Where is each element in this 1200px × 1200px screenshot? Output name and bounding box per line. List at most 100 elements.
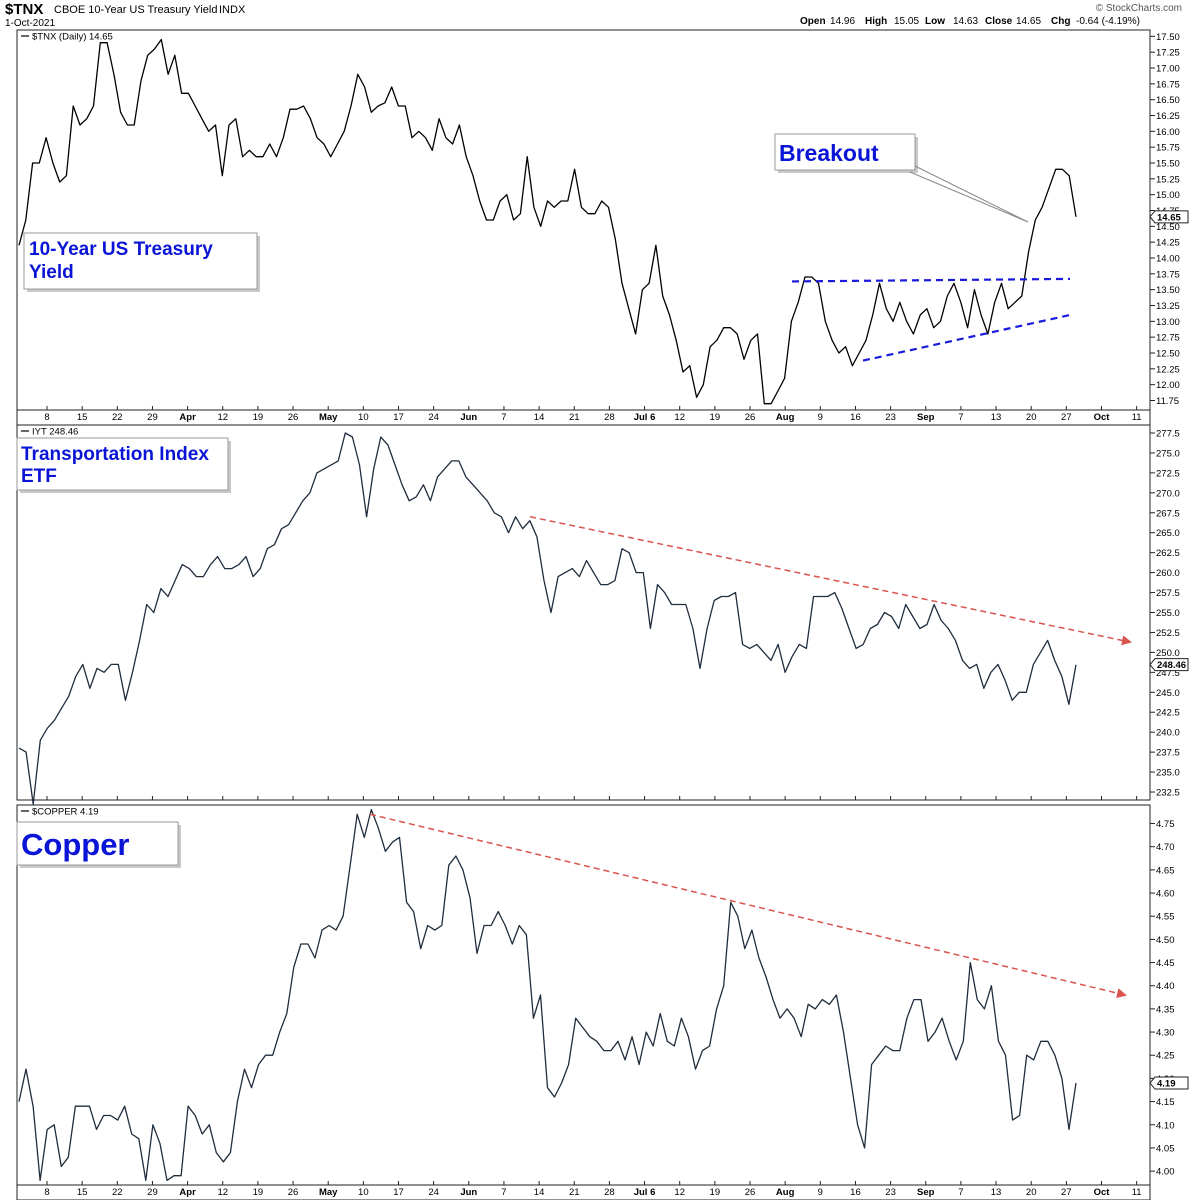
x-tick-label: 13 xyxy=(991,412,1002,423)
y-tick-label: 242.5 xyxy=(1156,708,1180,719)
chart-date: 1-Oct-2021 xyxy=(5,18,55,29)
y-tick-label: 4.65 xyxy=(1156,865,1175,876)
ohlc-row: Open 14.96 High 15.05 Low 14.63 Close 14.65 Chg -… xyxy=(800,16,1140,27)
y-tick-label: 4.35 xyxy=(1156,1004,1175,1015)
y-tick-label: 12.25 xyxy=(1156,364,1180,375)
x-tick-label: 12 xyxy=(674,1187,685,1198)
x-tick-label: 23 xyxy=(885,1187,896,1198)
last-value-box xyxy=(1149,210,1189,224)
last-value-label: 14.65 xyxy=(1157,212,1181,223)
x-tick-label: Jun xyxy=(460,1187,477,1198)
x-tick-label: 26 xyxy=(288,1187,299,1198)
y-tick-label: 17.25 xyxy=(1156,48,1180,59)
x-tick-label: 21 xyxy=(569,412,580,423)
ohlc-value: 14.65 xyxy=(1016,16,1041,27)
x-tick-label: Apr xyxy=(179,412,196,423)
y-tick-label: 277.5 xyxy=(1156,428,1180,439)
x-tick-label: 24 xyxy=(428,412,439,423)
annotation-title-line: Yield xyxy=(29,262,74,283)
y-tick-label: 4.40 xyxy=(1156,981,1175,992)
y-tick-label: 13.00 xyxy=(1156,317,1180,328)
y-tick-label: 267.5 xyxy=(1156,508,1180,519)
y-tick-label: 255.0 xyxy=(1156,608,1180,619)
annotation-title-line: Copper xyxy=(21,827,130,862)
y-tick-label: 12.50 xyxy=(1156,349,1180,360)
x-tick-label: 7 xyxy=(501,1187,506,1198)
y-tick-label: 265.0 xyxy=(1156,528,1180,539)
y-tick-label: 15.00 xyxy=(1156,190,1180,201)
callout-box xyxy=(774,133,916,171)
description: CBOE 10-Year US Treasury Yield xyxy=(54,4,217,16)
last-value-label: 4.19 xyxy=(1157,1079,1176,1090)
y-tick-label: 275.0 xyxy=(1156,448,1180,459)
x-tick-label: Sep xyxy=(917,1187,935,1198)
x-tick-label: 28 xyxy=(604,412,615,423)
x-tick-label: 19 xyxy=(710,1187,721,1198)
y-tick-label: 4.70 xyxy=(1156,842,1175,853)
x-tick-label: 22 xyxy=(112,1187,123,1198)
x-tick-label: Oct xyxy=(1094,1187,1111,1198)
y-tick-label: 250.0 xyxy=(1156,648,1180,659)
x-tick-label: 12 xyxy=(217,1187,228,1198)
ohlc-label: Chg xyxy=(1051,16,1070,27)
x-tick-label: 12 xyxy=(217,412,228,423)
x-tick-label: 14 xyxy=(534,412,545,423)
x-axis-strip xyxy=(16,1184,1151,1200)
y-tick-label: 14.50 xyxy=(1156,222,1180,233)
callout-pointer xyxy=(909,165,1029,223)
y-tick-label: 15.25 xyxy=(1156,174,1180,185)
last-value-label: 248.46 xyxy=(1157,660,1186,671)
x-tick-label: 29 xyxy=(147,412,158,423)
last-value-box xyxy=(1149,1076,1189,1090)
y-tick-label: 4.05 xyxy=(1156,1143,1175,1154)
chart-panel-1: 11.75 12.00 12.25 12.50 12.75 13.00 13.25 13.50… xyxy=(16,29,1189,426)
x-tick-label: 17 xyxy=(393,412,404,423)
x-tick-label: Jul 6 xyxy=(634,1187,656,1198)
x-tick-label: Aug xyxy=(776,1187,795,1198)
series-line xyxy=(18,808,1077,1182)
x-tick-label: 19 xyxy=(253,1187,264,1198)
y-tick-label: 4.15 xyxy=(1156,1097,1175,1108)
x-tick-label: 15 xyxy=(77,1187,88,1198)
callout-text: Breakout xyxy=(779,140,879,166)
x-tick-label: Aug xyxy=(776,412,795,423)
y-tick-label: 232.5 xyxy=(1156,788,1180,799)
y-tick-label: 12.00 xyxy=(1156,380,1180,391)
x-tick-label: 26 xyxy=(745,1187,756,1198)
legend-label: $TNX (Daily) 14.65 xyxy=(32,32,113,43)
y-tick-label: 240.0 xyxy=(1156,728,1180,739)
x-tick-label: 17 xyxy=(393,1187,404,1198)
trendline xyxy=(791,277,1071,283)
chart-header: $TNX CBOE 10-Year US Treasury Yield INDX… xyxy=(0,0,1200,30)
x-tick-label: 7 xyxy=(501,412,506,423)
chart-panel-2: 232.5 235.0 237.5 240.0 242.5 245.0 247.5 250.0… xyxy=(16,424,1189,805)
watermark: © StockCharts.com xyxy=(1096,3,1182,14)
x-tick-label: 19 xyxy=(253,412,264,423)
x-tick-label: 9 xyxy=(818,412,823,423)
symbol: $TNX xyxy=(5,1,43,18)
y-tick-label: 260.0 xyxy=(1156,568,1180,579)
x-tick-label: 7 xyxy=(958,412,963,423)
x-tick-label: 20 xyxy=(1026,1187,1037,1198)
x-tick-label: 14 xyxy=(534,1187,545,1198)
y-tick-label: 257.5 xyxy=(1156,588,1180,599)
annotation-title-line: 10-Year US Treasury xyxy=(29,239,213,260)
ohlc-value: 15.05 xyxy=(894,16,919,27)
legend-label: IYT 248.46 xyxy=(32,427,78,438)
x-tick-label: 20 xyxy=(1026,412,1037,423)
y-tick-label: 17.50 xyxy=(1156,32,1180,43)
annotation-title-line: Transportation Index xyxy=(21,444,209,465)
y-tick-label: 15.75 xyxy=(1156,143,1180,154)
legend-label: $COPPER 4.19 xyxy=(32,807,99,818)
y-tick-label: 272.5 xyxy=(1156,468,1180,479)
annotation-box xyxy=(23,232,258,290)
x-tick-label: 15 xyxy=(77,412,88,423)
plot-frame xyxy=(16,29,1151,411)
series-line xyxy=(18,38,1077,405)
x-tick-label: Sep xyxy=(917,412,935,423)
x-tick-label: 11 xyxy=(1132,1187,1142,1198)
header-svg: $TNX CBOE 10-Year US Treasury Yield INDX… xyxy=(5,1,1182,29)
series-line xyxy=(18,432,1077,805)
